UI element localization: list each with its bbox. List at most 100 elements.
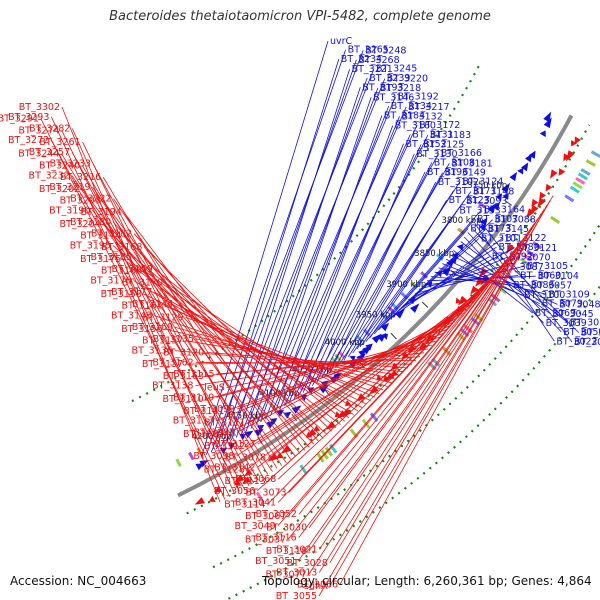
reverse-gene-label-leader-17 [92,210,301,454]
reverse-gene-label-23: BT_3195 [70,240,111,251]
forward-gene-label-29: BT_3124 [462,176,503,187]
forward-gene-label-leader-3 [216,58,340,450]
forward-gene-label-27: BT_3196 [427,167,468,178]
reverse-gene-label-40: BT_3157 [142,336,183,347]
reverse-gene-label-leader-75 [319,231,529,550]
forward-gene-label-31: BT_3171 [455,186,496,197]
tick-mark-5 [390,332,397,340]
forward-gene-label-14: BT_3217 [408,102,449,113]
reverse-gene-label-66: BT_3073 [245,488,286,499]
feature-bar-133 [550,215,561,224]
feature-bar-0 [175,458,182,467]
cds-reverse-49 [342,408,352,417]
reverse-gene-label-83: BT_3055 [276,591,317,600]
cds-forward-88 [410,303,420,313]
reverse-gene-label-41: BT_3136 [132,346,173,357]
reverse-gene-label-43: BT_3162 [152,357,193,368]
reverse-gene-label-52: BT_3141 [183,406,224,417]
cds-forward-152 [539,130,546,138]
feature-bar-126 [477,201,486,209]
reverse-gene-label-leader-16 [102,200,296,457]
forward-gene-label-35: BT_3164 [484,205,525,216]
cds-forward-139 [521,162,529,172]
reverse-gene-label-45: BT_3115 [173,369,214,380]
reverse-gene-label-7: BT_3257 [29,147,70,158]
forward-gene-label-57: BT_3069 [535,308,576,319]
reverse-gene-label-31: BT_3177 [111,287,152,298]
forward-gene-label-leader-36 [369,210,458,339]
reverse-gene-label-6: BT_3261 [39,137,80,148]
forward-gene-label-0: uvrC [330,36,353,47]
reverse-gene-label-leader-2 [40,118,231,497]
cds-reverse-3 [209,495,216,502]
feature-bar-148 [575,176,586,185]
reverse-gene-label-42: BT_3120 [163,347,204,358]
feature-bar-150 [580,168,591,176]
forward-gene-label-46: BT_3070 [509,252,550,263]
forward-gene-label-16: BT_3132 [402,111,443,122]
cds-forward-76 [380,322,390,332]
cds-reverse-106 [470,285,479,295]
reverse-gene-label-17: BT_3190 [49,205,90,216]
reverse-gene-label-3: BT_3282 [29,124,70,135]
forward-gene-label-leader-7 [235,77,368,438]
reverse-gene-label-75: BT_3021 [276,544,317,555]
reverse-gene-label-leader-72 [308,245,519,528]
forward-gene-label-leader-16 [279,116,400,410]
reverse-gene-label-59: BT_3098 [193,451,234,462]
reverse-gene-label-leader-41 [174,350,404,373]
forward-gene-label-61: BT_3050 [563,327,600,338]
cds-forward-5 [199,460,209,468]
forward-gene-label-36: BT_3133 [459,205,500,216]
reverse-gene-label-82: sdhA [304,581,328,592]
reverse-gene-label-77: BT_3051 [255,556,296,567]
reverse-gene-label-leader-34 [164,305,376,398]
cds-reverse-12 [243,476,252,483]
reverse-gene-label-67: BT_3041 [235,498,276,509]
forward-gene-label-23: BT_3166 [441,148,482,159]
forward-gene-label-24: BT_3130 [416,149,457,160]
reverse-gene-label-64: BT_3113 [225,476,266,487]
forward-gene-label-leader-54 [442,263,523,296]
cds-reverse-147 [558,168,566,176]
reverse-gene-label-19: BT_3180 [70,217,111,228]
forward-gene-label-17: BT_3172 [419,120,460,131]
forward-gene-label-leader-14 [269,106,407,416]
reverse-gene-label-leader-82 [329,200,551,587]
forward-gene-label-leader-64 [478,218,573,343]
forward-gene-label-1: BT_3265 [348,45,389,56]
cds-reverse-1 [194,497,205,505]
forward-gene-label-47: BT_3105 [527,261,568,272]
forward-gene-label-leader-42 [394,238,480,315]
reverse-gene-label-16: BT_3203 [60,196,101,207]
reverse-gene-label-leader-33 [175,303,371,402]
reverse-gene-label-9: BT_3233 [50,159,91,170]
cds-reverse-78 [407,344,417,353]
forward-gene-label-leader-20 [298,134,429,397]
reverse-gene-label-62: BT_3128 [204,464,245,475]
tick-label-8: 3800 kbp [441,216,481,226]
reverse-gene-label-leader-83 [318,195,554,597]
forward-gene-label-leader-57 [453,250,534,314]
reverse-gene-label-69: BT_3052 [256,509,297,520]
reverse-gene-label-12: BT_3216 [60,172,101,183]
tick-label-9: 3750 kbp [467,181,507,191]
forward-gene-label-62: BT_3031 [581,328,600,339]
forward-gene-label-leader-23 [312,153,440,386]
forward-gene-label-leader-4 [221,59,357,447]
cds-reverse-153 [566,150,575,162]
reverse-gene-label-36: BT_3129 [142,312,183,323]
reverse-gene-label-49: BT_3119 [173,392,214,403]
forward-gene-label-53: BT_3109 [549,289,590,300]
forward-gene-label-39: BT_3173 [470,223,511,234]
reverse-gene-label-14: BT_3202 [39,184,80,195]
forward-gene-label-leader-37 [373,218,476,335]
forward-gene-label-leader-0 [200,40,329,458]
reverse-gene-label-4: BT_3274 [18,125,59,136]
reverse-gene-label-72: BT_3030 [266,523,307,534]
forward-gene-label-leader-11 [255,96,396,426]
reverse-gene-label-79: BT_3013 [276,568,317,579]
reverse-gene-label-leader-22 [123,235,323,439]
forward-gene-label-9: BT_3193 [362,82,403,93]
